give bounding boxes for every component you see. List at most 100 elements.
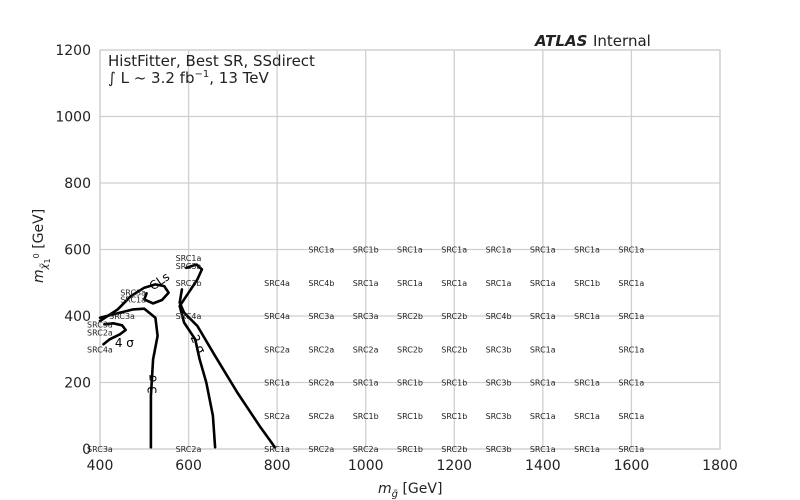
signal-region-labels: SRC3a SRC2a SRC1a SRC2a SRC2a SRC1b SRC2b SRC3b… [87, 246, 644, 455]
y-axis-title: mχ̃10 [GeV] [31, 209, 52, 283]
signal-region-point: SRC3b [486, 412, 512, 421]
signal-region-point: SRC1a [618, 345, 644, 354]
signal-region-point: SRC2b [441, 445, 467, 454]
analysis-info: HistFitter, Best SR, SSdirect [108, 52, 315, 70]
y-tick-label: 1000 [55, 110, 91, 126]
x-tick-label: 1600 [614, 458, 650, 474]
signal-region-point: SRC4a [264, 279, 290, 288]
signal-region-point: SRC1a [530, 246, 556, 255]
signal-region-point: SRC1a [574, 412, 600, 421]
x-axis: 400 600 800 1000 1200 1400 1600 1800 [87, 458, 738, 474]
signal-region-point: SRC2b [397, 345, 423, 354]
signal-region-point: SRC1a [530, 412, 556, 421]
y-axis: 0 200 400 600 800 1000 1200 [55, 43, 91, 458]
signal-region-point: SRC2b [397, 312, 423, 321]
signal-region-point: SRC4b [308, 279, 334, 288]
contour-label: 2 σ [188, 332, 209, 356]
signal-region-point: SRC1a [486, 279, 512, 288]
contour-line [98, 307, 159, 449]
x-tick-label: 1800 [702, 458, 738, 474]
signal-region-point: SRC1a [353, 279, 379, 288]
signal-region-point: SRC3a [176, 262, 202, 271]
y-axis-title-sup: 0 [32, 253, 41, 258]
signal-region-point: SRC3a [87, 320, 113, 329]
signal-region-point: SRC1b [441, 412, 467, 421]
x-tick-label: 400 [87, 458, 114, 474]
signal-region-point: SRC1a [618, 445, 644, 454]
signal-region-point: SRC1a [441, 246, 467, 255]
y-tick-label: 0 [82, 442, 91, 458]
x-axis-title-var: m [378, 481, 392, 497]
y-tick-label: 800 [64, 176, 91, 192]
signal-region-point: SRC1a [618, 379, 644, 388]
signal-region-point: SRC1b [441, 379, 467, 388]
signal-region-point: SRC1a [397, 279, 423, 288]
contour-label: 4 σ [115, 336, 134, 350]
experiment-status: Internal [593, 32, 651, 50]
signal-region-point: SRC1a [530, 279, 556, 288]
signal-region-point: SRC1a [308, 246, 334, 255]
x-tick-label: 600 [175, 458, 202, 474]
signal-region-point: SRC3b [486, 379, 512, 388]
signal-region-point: SRC3b [486, 345, 512, 354]
signal-region-point: SRC3b [486, 445, 512, 454]
grid [99, 49, 721, 450]
signal-region-point: SRC1a [574, 379, 600, 388]
contour-line [178, 263, 217, 449]
signal-region-point: SRC3a [109, 312, 135, 321]
y-tick-label: 600 [64, 243, 91, 259]
signal-region-point: SRC2a [353, 445, 379, 454]
signal-region-point: SRC1a [618, 246, 644, 255]
experiment-label: ATLAS [534, 32, 587, 50]
exclusion-contours [98, 263, 277, 449]
signal-region-point: SRC1a [574, 312, 600, 321]
signal-region-point: SRC2a [264, 345, 290, 354]
signal-region-point: SRC2a [176, 445, 202, 454]
signal-region-point: SRC4a [87, 345, 113, 354]
signal-region-point: SRC4a [176, 312, 202, 321]
signal-region-point: SRC3a [353, 312, 379, 321]
signal-region-point: SRC1a [486, 246, 512, 255]
contour-line [102, 322, 127, 346]
signal-region-point: SRC2a [308, 445, 334, 454]
signal-region-point: SRC1a [618, 412, 644, 421]
signal-region-point: SRC2b [441, 312, 467, 321]
y-tick-label: 400 [64, 309, 91, 325]
contour-label: CLs [147, 269, 173, 293]
y-tick-label: 1200 [55, 43, 91, 59]
signal-region-point: SRC2a [308, 345, 334, 354]
x-tick-label: 1200 [436, 458, 472, 474]
signal-region-point: SRC1a [618, 312, 644, 321]
x-tick-label: 1400 [525, 458, 561, 474]
contour-line [98, 283, 170, 323]
signal-region-point: SRC4b [486, 312, 512, 321]
y-axis-title-unit: [GeV] [31, 209, 47, 253]
signal-region-point: SRC1a [264, 445, 290, 454]
signal-region-point: SRC3a [120, 289, 146, 298]
signal-region-point: SRC4a [264, 312, 290, 321]
signal-region-point: SRC1a [530, 445, 556, 454]
signal-region-point: SRC3b [176, 279, 202, 288]
signal-region-point: SRC2b [441, 345, 467, 354]
signal-region-point: SRC1a [618, 279, 644, 288]
x-axis-title-unit: [GeV] [398, 481, 442, 497]
signal-region-point: SRC3a [87, 445, 113, 454]
signal-region-point: SRC1b [397, 379, 423, 388]
signal-region-point: SRC1a [120, 295, 146, 304]
signal-region-point: SRC1b [574, 279, 600, 288]
plot-frame [99, 49, 721, 450]
signal-region-point: SRC1a [574, 445, 600, 454]
x-tick-label: 1000 [348, 458, 384, 474]
signal-region-point: SRC1b [353, 412, 379, 421]
signal-region-point: SRC2a [353, 345, 379, 354]
signal-region-point: SRC1a [441, 279, 467, 288]
luminosity-exponent: −1 [194, 69, 209, 80]
luminosity-info: ∫ L ~ 3.2 fb−1, 13 TeV [108, 69, 269, 87]
signal-region-point: SRC1a [397, 246, 423, 255]
luminosity-prefix: ∫ L ~ 3.2 fb [108, 69, 194, 87]
x-tick-label: 800 [264, 458, 291, 474]
y-axis-title-subsub: 1 [43, 258, 52, 263]
signal-region-point: SRC1b [353, 246, 379, 255]
signal-region-point: SRC1a [530, 345, 556, 354]
